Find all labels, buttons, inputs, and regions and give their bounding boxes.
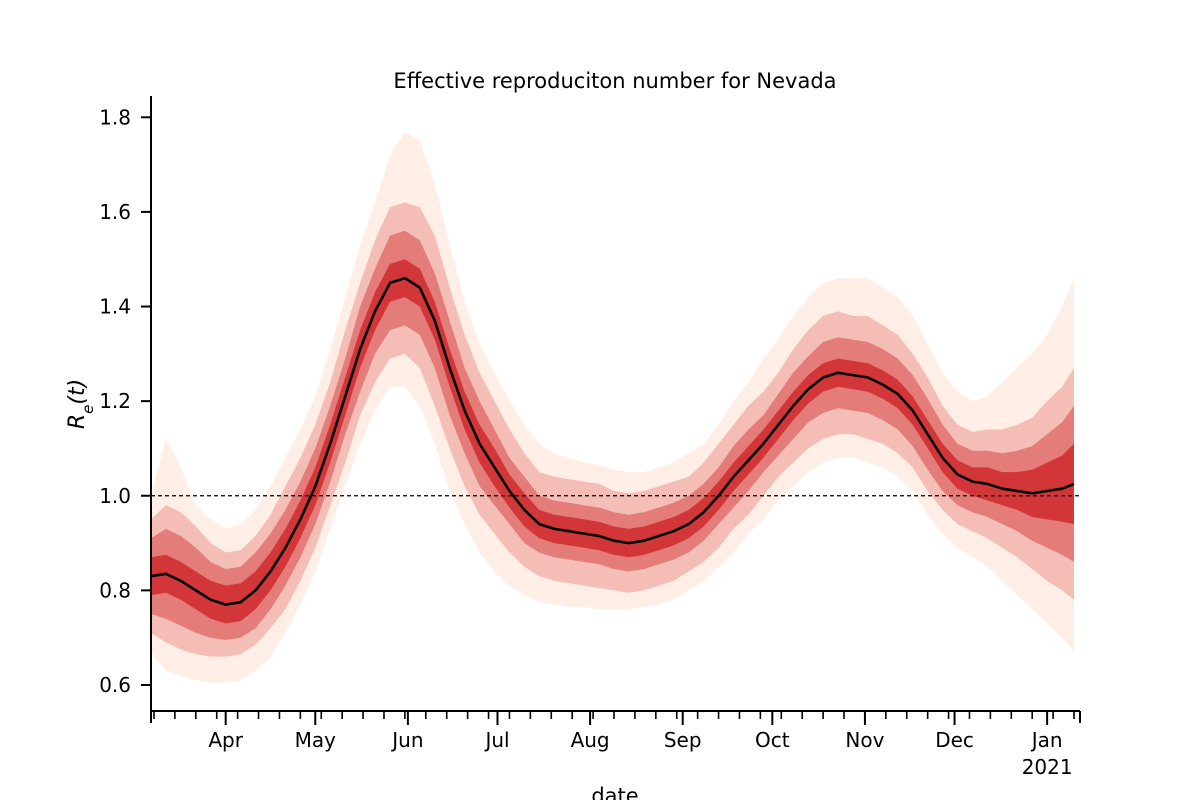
- x-tick-label: Jun: [390, 728, 423, 752]
- x-tick-label: Jan: [1030, 728, 1063, 752]
- y-tick-label: 1.0: [99, 484, 131, 508]
- y-tick-label: 0.6: [99, 673, 131, 697]
- x-tick-label: Apr: [208, 728, 243, 752]
- x-tick-label: Sep: [664, 728, 702, 752]
- y-tick-label: 1.4: [99, 295, 131, 319]
- y-tick-label: 1.6: [99, 200, 131, 224]
- interval-band: [151, 230, 1074, 641]
- y-tick-label: 1.8: [99, 105, 131, 129]
- y-tick-label: 1.2: [99, 389, 131, 413]
- credible-interval-bands: [151, 131, 1074, 683]
- x-tick-year-label: 2021: [1022, 755, 1073, 779]
- x-tick-label: Oct: [755, 728, 790, 752]
- axes: 0.6 0.8 1.0 1.2 1.4 1.6 1.8 Apr May Jun Jul Aug Sep O…: [99, 96, 1081, 779]
- chart-title: Effective reproduciton number for Nevada: [393, 69, 836, 93]
- y-axis-label: Re(t): [65, 379, 97, 429]
- interval-band: [151, 259, 1074, 624]
- y-tick-label: 0.8: [99, 578, 131, 602]
- x-tick-label: Jul: [483, 728, 509, 752]
- x-tick-label: Aug: [571, 728, 610, 752]
- median-line: [150, 276, 1075, 606]
- x-tick-label: Dec: [935, 728, 974, 752]
- x-axis-label: date: [591, 784, 638, 800]
- x-tick-label: May: [295, 728, 337, 752]
- x-tick-label: Nov: [845, 728, 884, 752]
